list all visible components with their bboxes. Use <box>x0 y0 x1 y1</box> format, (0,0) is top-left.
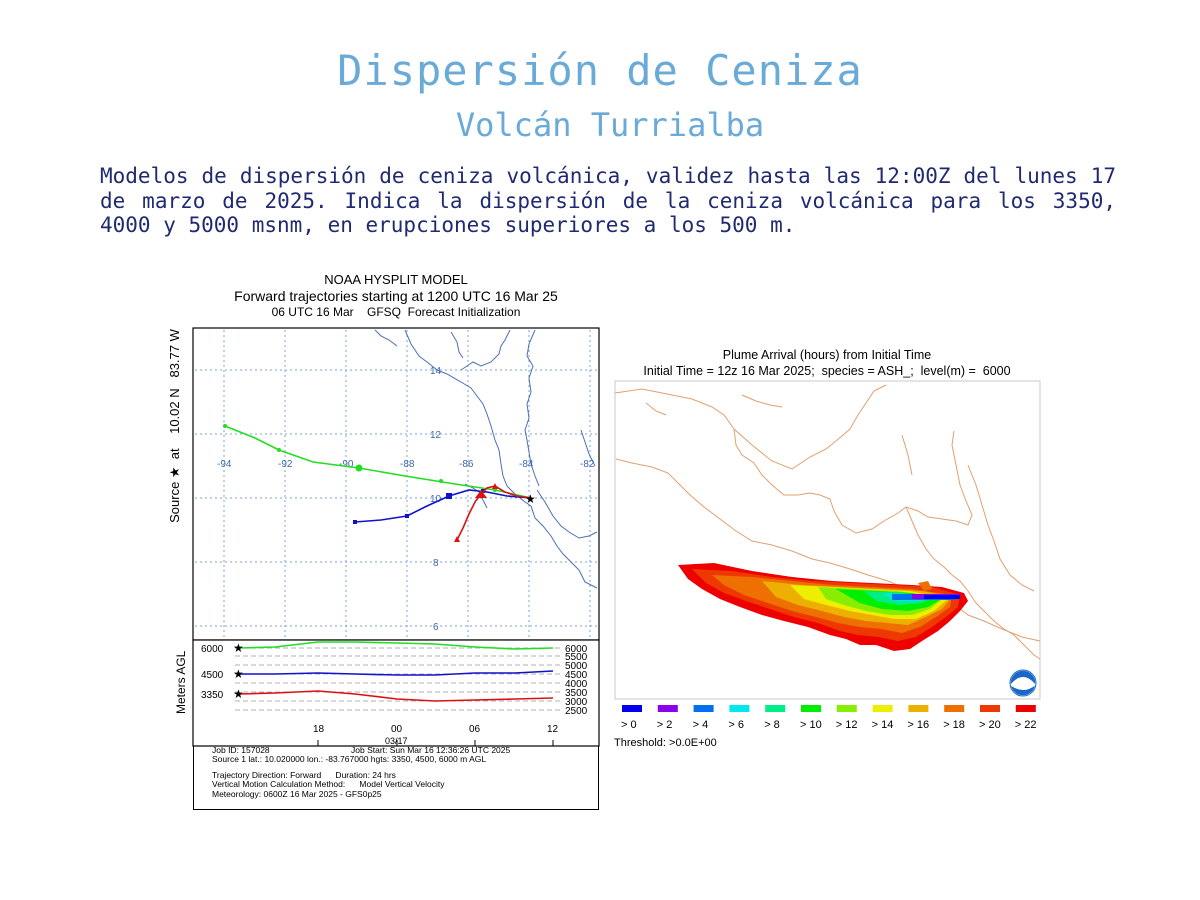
lon-label: -84 <box>519 459 534 470</box>
date-label: 03/17 <box>385 736 408 746</box>
height-right-label: 3500 <box>565 688 588 699</box>
legend-label: > 14 <box>871 719 894 731</box>
height-labels: 6000 4500 3350 6000 5500 5000 4500 4000 … <box>201 644 588 746</box>
time-label: 12 <box>547 724 559 735</box>
legend-label: > 22 <box>1014 719 1037 731</box>
legend-label: > 4 <box>692 719 709 731</box>
legend-swatch <box>693 705 714 712</box>
svg-text:★: ★ <box>233 687 244 701</box>
source-star-icon: ★ <box>525 492 536 506</box>
legend-label: > 0 <box>621 719 637 731</box>
height-left-label: 4500 <box>201 670 224 681</box>
job-info-box: Job ID: 157028 Job Start: Sun Mar 16 12:… <box>193 745 599 810</box>
legend-swatch <box>944 705 965 712</box>
plume-figure-title: Plume Arrival (hours) from Initial Time … <box>612 347 1042 379</box>
lat-label: 12 <box>430 430 442 441</box>
job-start: Job Start: Sun Mar 16 12:36:26 UTC 2025 <box>351 745 511 755</box>
lon-label: -86 <box>459 459 474 470</box>
trajectory-figure-title: NOAA HYSPLIT MODEL Forward trajectories … <box>193 272 599 320</box>
trajectory-map: -94 -92 -90 -88 -86 -84 -82 14 12 10 8 6 <box>174 327 600 747</box>
plume-map-frame <box>614 380 1041 700</box>
height-left-label: 3350 <box>201 690 224 701</box>
legend-label: > 10 <box>800 719 822 731</box>
height-line-4500m <box>239 670 554 676</box>
noaa-logo <box>1009 669 1037 697</box>
job-id: Job ID: 157028 <box>212 745 270 755</box>
plume-arrival-figure: Plume Arrival (hours) from Initial Time … <box>612 345 1052 755</box>
legend-label: > 20 <box>979 719 1001 731</box>
trajectory-figure: NOAA HYSPLIT MODEL Forward trajectories … <box>165 270 605 810</box>
trajectory-markers-3350m <box>454 483 498 542</box>
lat-label: 6 <box>433 622 439 633</box>
height-line-6000m <box>238 641 554 650</box>
legend-label: > 12 <box>835 719 858 731</box>
threshold-label: Threshold: >0.0E+00 <box>614 737 717 749</box>
job-trajectory-line: Trajectory Direction: Forward Duration: … <box>212 769 396 780</box>
plume-title-line2: Initial Time = 12z 16 Mar 2025; species … <box>643 364 1011 378</box>
legend-label: > 2 <box>656 719 673 731</box>
plume-title-line1: Plume Arrival (hours) from Initial Time <box>722 348 932 362</box>
height-right-label: 2500 <box>565 706 588 717</box>
svg-text:★: ★ <box>233 667 244 681</box>
legend-swatch <box>908 705 929 712</box>
plume-map <box>614 380 1041 712</box>
trajectory-line-3350m <box>456 485 532 541</box>
lat-label: 14 <box>430 366 442 377</box>
lon-label: -94 <box>217 459 232 470</box>
map-axis-labels: -94 -92 -90 -88 -86 -84 -82 14 12 10 8 6 <box>217 366 595 633</box>
trajectory-title-line3: 06 UTC 16 Mar GFSQ Forecast Initializati… <box>271 305 521 319</box>
job-source-line: Source 1 lat.: 10.020000 lon.: -83.76700… <box>212 754 487 765</box>
page-title: Dispersión de Ceniza <box>337 46 863 95</box>
legend-label: > 16 <box>907 719 930 731</box>
time-label: 00 <box>391 724 403 735</box>
height-right-label: 4000 <box>565 679 588 690</box>
height-right-label: 3000 <box>565 697 588 708</box>
time-label: 06 <box>469 724 481 735</box>
legend-swatch <box>657 705 678 712</box>
legend-swatch <box>1015 705 1036 712</box>
svg-text:★: ★ <box>233 641 244 655</box>
height-source-stars: ★ ★ ★ <box>233 641 244 701</box>
description-text: Modelos de dispersión de ceniza volcánic… <box>100 164 1116 237</box>
lon-label: -90 <box>339 459 354 470</box>
height-gridlines <box>235 647 561 711</box>
height-line-3350m <box>238 690 554 702</box>
height-right-label: 5000 <box>565 661 588 672</box>
page-subtitle: Volcán Turrialba <box>455 106 765 144</box>
legend-swatch <box>836 705 857 712</box>
lat-label: 8 <box>433 558 439 569</box>
time-label: 18 <box>313 724 325 735</box>
map-frame <box>192 327 600 641</box>
job-vertical-line: Vertical Motion Calculation Method: Mode… <box>212 779 445 790</box>
legend-swatch <box>801 705 821 712</box>
trajectory-title-line2: Forward trajectories starting at 1200 UT… <box>234 288 558 304</box>
legend-swatch <box>765 705 786 712</box>
lon-label: -82 <box>580 459 595 470</box>
height-axis-label: Meters AGL <box>174 650 188 714</box>
legend-swatch <box>729 705 750 712</box>
plume-borders <box>614 384 1041 660</box>
lon-label: -88 <box>400 459 415 470</box>
coastline <box>374 329 598 589</box>
legend-swatch <box>622 705 642 712</box>
height-ticks <box>317 740 554 746</box>
legend-label: > 18 <box>943 719 965 731</box>
height-right-label: 5500 <box>565 652 588 663</box>
ash-plume <box>678 563 968 651</box>
height-right-label: 6000 <box>565 644 588 655</box>
height-left-label: 6000 <box>201 644 224 655</box>
legend-swatch <box>980 705 1000 712</box>
job-meteorology-line: Meteorology: 0600Z 16 Mar 2025 - GFS0p25 <box>212 788 382 799</box>
height-right-label: 4500 <box>565 670 588 681</box>
legend-label: > 8 <box>764 719 780 731</box>
legend-swatch <box>872 705 893 712</box>
lat-label: 10 <box>430 494 442 505</box>
trajectory-title-line1: NOAA HYSPLIT MODEL <box>324 272 468 287</box>
lon-label: -92 <box>278 459 293 470</box>
legend-swatches <box>622 705 1036 712</box>
legend-label: > 6 <box>728 719 744 731</box>
